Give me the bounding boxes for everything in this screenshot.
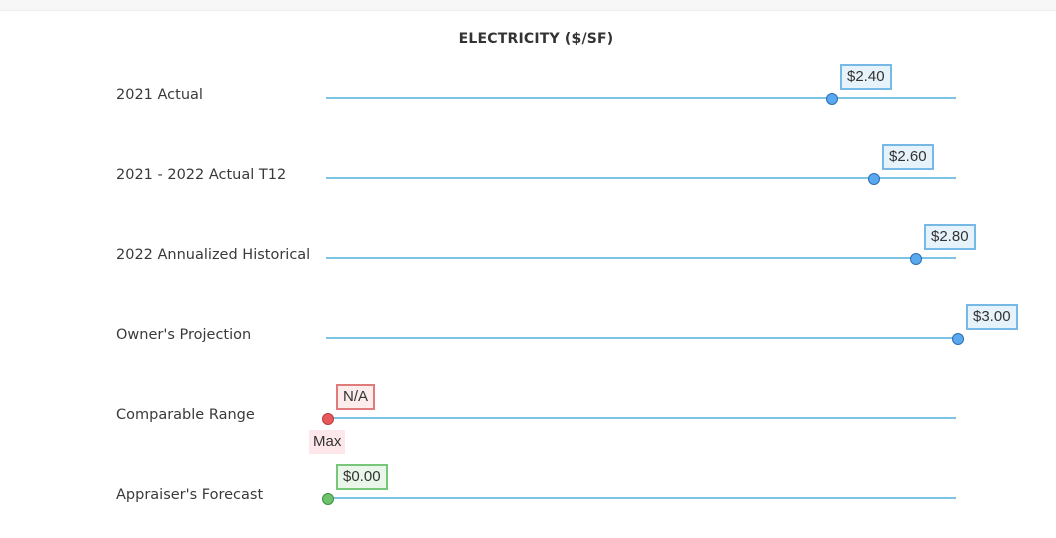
value-tooltip: $2.40 xyxy=(840,64,892,90)
value-tooltip: $0.00 xyxy=(336,464,388,490)
slider-row-appraiser-s-forecast: Appraiser's Forecast $0.00 xyxy=(0,458,1056,538)
slider-track[interactable] xyxy=(326,97,956,99)
top-bar xyxy=(0,0,1056,11)
slider-track[interactable] xyxy=(326,177,956,179)
value-tooltip: $2.60 xyxy=(882,144,934,170)
slider-thumb[interactable] xyxy=(321,492,334,505)
slider-thumb[interactable] xyxy=(867,172,880,185)
slider-track[interactable] xyxy=(326,337,956,339)
slider-thumb[interactable] xyxy=(951,332,964,345)
slider-track[interactable] xyxy=(326,257,956,259)
value-tooltip: $2.80 xyxy=(924,224,976,250)
row-label: Appraiser's Forecast xyxy=(116,487,264,503)
slider-thumb[interactable] xyxy=(825,92,838,105)
max-label: Max xyxy=(309,430,346,454)
slider-row-comparable-range: Comparable Range N/A Max xyxy=(0,378,1056,458)
row-label: 2021 - 2022 Actual T12 xyxy=(116,167,287,183)
slider-row-2021-2022-actual-t12: 2021 - 2022 Actual T12 $2.60 xyxy=(0,138,1056,218)
slider-row-2022-annualized-historical: 2022 Annualized Historical $2.80 xyxy=(0,218,1056,298)
slider-thumb[interactable] xyxy=(321,412,334,425)
value-tooltip: N/A xyxy=(336,384,376,410)
slider-track[interactable] xyxy=(326,497,956,499)
value-tooltip: $3.00 xyxy=(966,304,1018,330)
slider-row-owner-s-projection: Owner's Projection $3.00 xyxy=(0,298,1056,378)
row-label: 2022 Annualized Historical xyxy=(116,247,311,263)
slider-row-2021-actual: 2021 Actual $2.40 xyxy=(0,58,1056,138)
chart-title: ELECTRICITY ($/SF) xyxy=(458,31,614,47)
row-label: Owner's Projection xyxy=(116,327,252,343)
slider-track[interactable] xyxy=(326,417,956,419)
row-label: 2021 Actual xyxy=(116,87,203,103)
row-label: Comparable Range xyxy=(116,407,255,423)
slider-thumb[interactable] xyxy=(909,252,922,265)
